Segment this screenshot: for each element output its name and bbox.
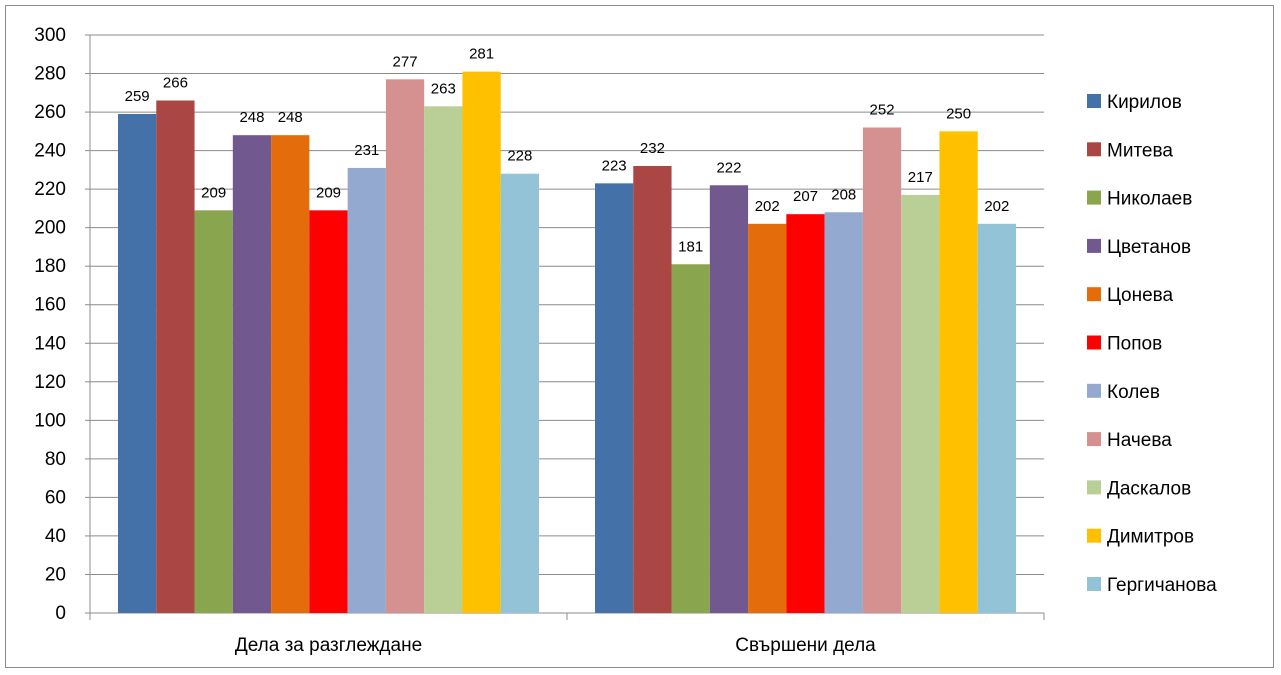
data-label: 259: [125, 88, 150, 105]
y-tick-label: 60: [45, 487, 66, 508]
bar: [385, 79, 425, 613]
bar: [595, 183, 634, 613]
y-tick-label: 0: [55, 603, 66, 624]
bar: [118, 113, 157, 613]
legend-label: Кирилов: [1107, 92, 1182, 113]
legend-swatch: [1087, 577, 1101, 591]
data-label: 231: [354, 142, 379, 159]
legend-swatch: [1087, 190, 1101, 205]
data-label: 277: [393, 53, 418, 70]
bar: [194, 210, 233, 613]
bar: [232, 135, 272, 614]
legend-label: Митева: [1107, 140, 1173, 161]
legend-swatch: [1087, 480, 1101, 495]
bar: [462, 71, 501, 613]
legend-swatch: [1087, 335, 1101, 350]
legend-label: Цонева: [1107, 285, 1174, 306]
y-tick-label: 180: [34, 256, 66, 277]
y-tick-label: 280: [34, 64, 66, 85]
x-tick-label: Свършени дела: [735, 635, 876, 656]
data-label: 222: [716, 159, 741, 176]
bar: [939, 131, 978, 614]
y-tick-label: 40: [45, 526, 66, 547]
legend-label: Даскалов: [1107, 478, 1191, 499]
bar: [709, 185, 749, 613]
legend-label: Димитров: [1107, 527, 1194, 548]
data-label: 281: [469, 46, 494, 63]
y-tick-label: 240: [34, 141, 66, 162]
data-label: 266: [163, 75, 188, 92]
legend-swatch: [1087, 94, 1101, 108]
y-tick-label: 80: [45, 449, 66, 470]
data-label: 248: [278, 109, 303, 126]
legend-label: Попов: [1107, 334, 1162, 355]
legend-swatch: [1087, 287, 1101, 302]
bar: [901, 194, 940, 613]
legend-swatch: [1087, 432, 1101, 447]
bar: [862, 127, 902, 613]
legend-swatch: [1087, 383, 1101, 398]
data-label: 217: [908, 169, 933, 186]
legend-swatch: [1087, 238, 1101, 253]
y-tick-label: 140: [34, 333, 66, 354]
y-tick-label: 220: [34, 179, 66, 200]
y-tick-label: 120: [34, 372, 66, 393]
y-tick-label: 300: [34, 25, 66, 46]
y-tick-label: 100: [34, 410, 66, 431]
data-label: 207: [793, 188, 818, 205]
legend-label: Цветанов: [1107, 237, 1191, 258]
bar: [671, 264, 710, 613]
bar: [824, 212, 863, 613]
legend-label: Начева: [1107, 430, 1172, 451]
data-label: 209: [316, 184, 341, 201]
legend-swatch: [1087, 142, 1101, 157]
data-label: 252: [870, 101, 895, 118]
data-label: 248: [239, 109, 264, 126]
bar: [500, 173, 539, 613]
data-label: 202: [984, 198, 1009, 215]
y-tick-label: 200: [34, 218, 66, 239]
y-tick-label: 260: [34, 102, 66, 123]
bar: [977, 223, 1016, 613]
legend-label: Гергичанова: [1107, 575, 1217, 596]
bar: [748, 223, 787, 613]
y-tick-label: 20: [45, 564, 66, 585]
data-label: 181: [678, 238, 703, 255]
data-label: 263: [431, 80, 456, 97]
y-tick-label: 160: [34, 295, 66, 316]
data-label: 250: [946, 105, 971, 122]
bar: [347, 167, 386, 613]
data-label: 209: [201, 184, 226, 201]
legend-swatch: [1087, 528, 1101, 543]
data-label: 232: [640, 140, 665, 157]
bar: [156, 100, 195, 614]
data-label: 202: [755, 198, 780, 215]
x-tick-label: Дела за разглеждане: [235, 635, 422, 656]
bar: [424, 106, 463, 613]
bar: [633, 166, 672, 613]
bar: [786, 214, 825, 613]
bar: [271, 135, 310, 614]
legend-label: Колев: [1107, 382, 1160, 403]
legend-label: Николаев: [1107, 189, 1192, 210]
data-label: 208: [831, 186, 856, 203]
data-label: 228: [507, 148, 532, 165]
bar: [309, 210, 348, 613]
data-label: 223: [602, 157, 627, 174]
